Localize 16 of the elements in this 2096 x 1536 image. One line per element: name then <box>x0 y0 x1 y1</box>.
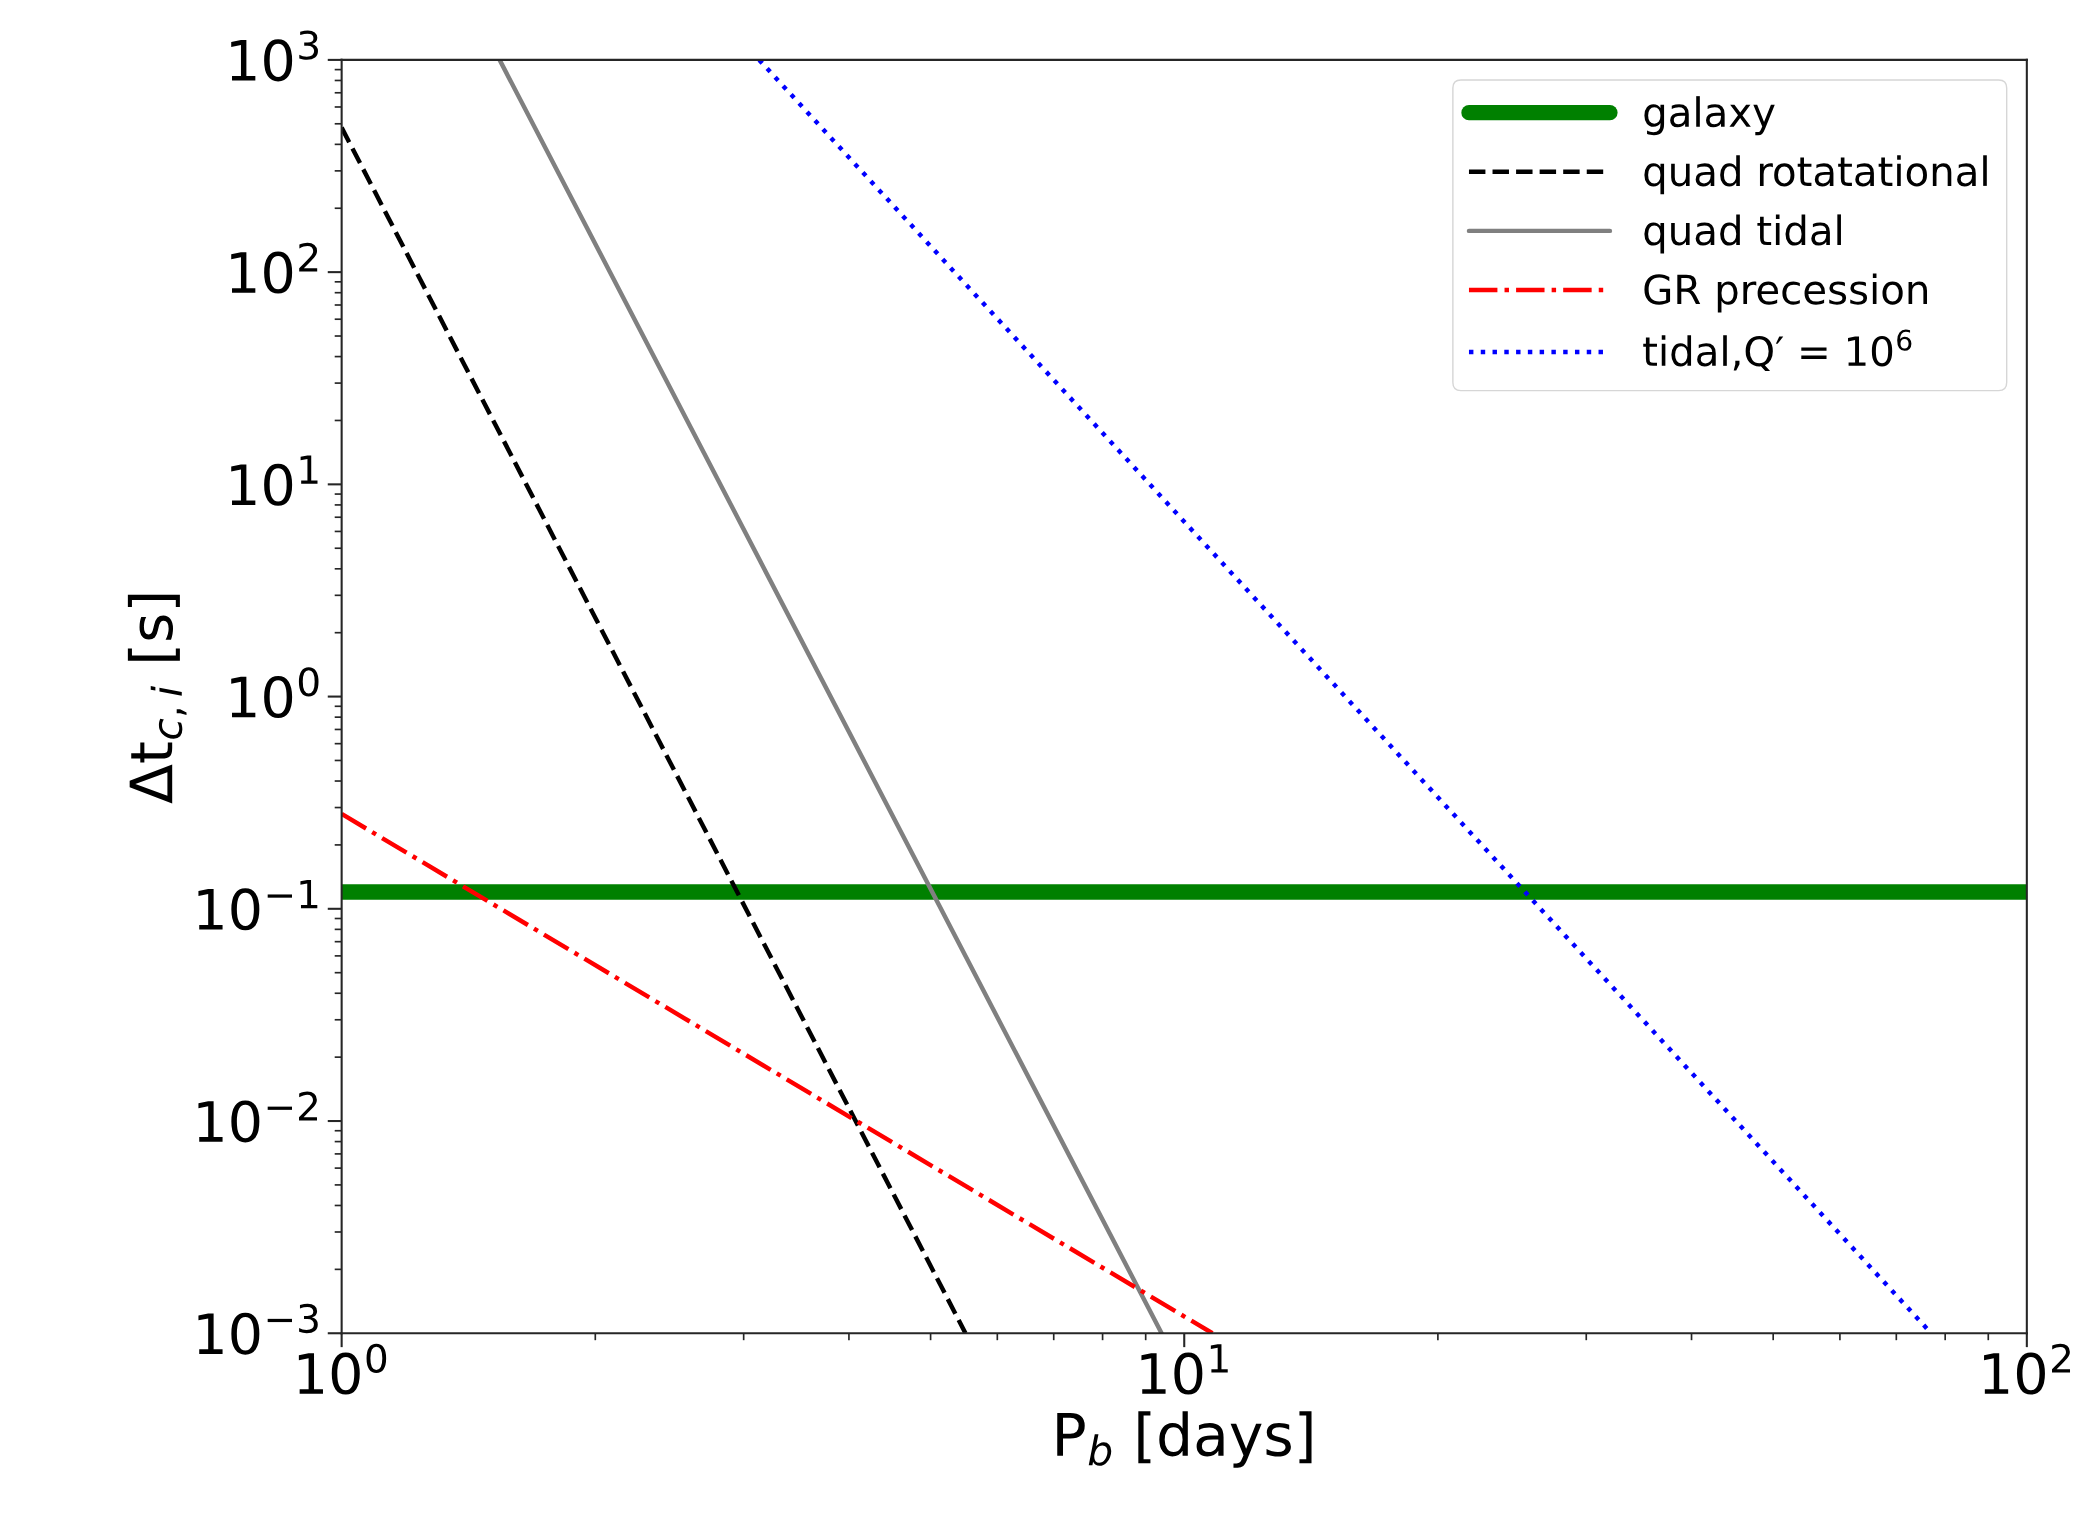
y-tick-label: 10$^{2}$ <box>231 242 318 294</box>
legend-label: quad rotatational <box>1644 155 1987 195</box>
x-tick-label: 10$^{1}$ <box>1141 1344 1228 1395</box>
legend-label: tidal,Q′ = 10$^{6}$ <box>1643 329 1912 372</box>
x-tick-label: 10$^{0}$ <box>298 1343 387 1395</box>
y-tick-label: 10$^{−2}$ <box>198 1091 317 1143</box>
y-tick-label: 10$^{3}$ <box>231 30 318 82</box>
legend-label: galaxy <box>1644 96 1775 136</box>
y-tick-label: 10$^{−1}$ <box>198 879 318 931</box>
legend-label: quad tidal <box>1644 214 1841 254</box>
y-axis-title: Δt$_{c,i}$ [s] <box>127 594 187 804</box>
x-tick-label: 10$^{2}$ <box>1984 1343 2071 1395</box>
x-axis-title: P$_{b}$ [days] <box>1057 1411 1312 1468</box>
y-tick-label: 10$^{1}$ <box>231 455 318 506</box>
y-tick-label: 10$^{0}$ <box>231 667 319 719</box>
legend-label: GR precession <box>1644 273 1927 313</box>
